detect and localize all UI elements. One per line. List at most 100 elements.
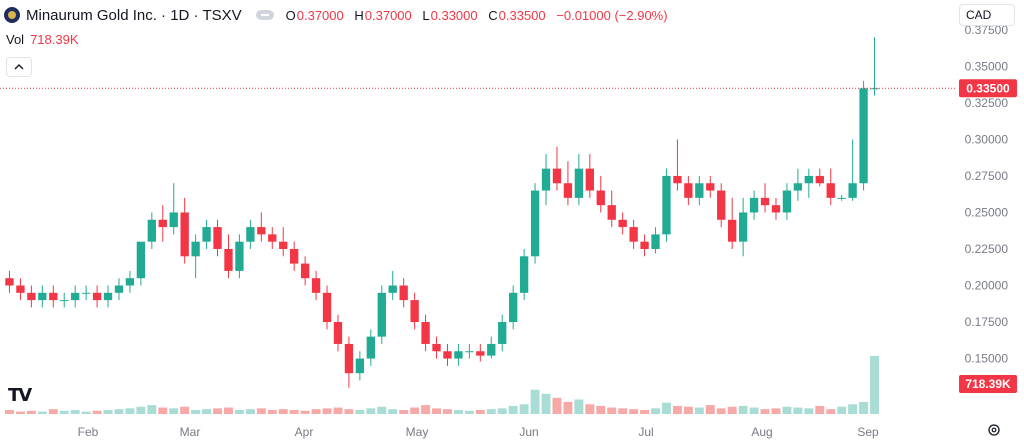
candle-body <box>322 292 332 323</box>
volume-bar <box>486 409 496 414</box>
candle <box>213 219 222 257</box>
volume-bar <box>311 409 321 414</box>
candle <box>344 336 354 388</box>
candle <box>49 285 58 308</box>
volume-bar <box>607 407 617 414</box>
candle-body <box>333 322 343 344</box>
volume-bars <box>5 356 879 414</box>
candle-body <box>71 292 80 301</box>
volume-bar <box>432 408 441 414</box>
candle-body <box>596 190 605 206</box>
volume-bar <box>377 406 387 414</box>
candle <box>169 183 178 235</box>
volume-bar <box>453 409 463 414</box>
candle-body <box>246 227 255 242</box>
volume-bar <box>48 409 58 414</box>
volume-bar <box>826 409 836 414</box>
candle-body <box>662 175 671 235</box>
volume-bar <box>815 405 825 414</box>
volume-bar <box>322 408 332 414</box>
candle <box>870 37 879 96</box>
y-tick-label: 0.25000 <box>965 205 1009 219</box>
candle <box>629 219 638 249</box>
volume-bar <box>771 408 781 414</box>
volume-bar <box>59 410 69 414</box>
candle-body <box>191 241 200 257</box>
volume-bar <box>618 408 628 414</box>
candle-body <box>509 292 518 323</box>
candle <box>38 285 47 308</box>
candle-body <box>738 212 748 242</box>
candle <box>300 256 310 286</box>
volume-bar <box>344 409 354 414</box>
candle <box>826 168 835 206</box>
volume-bar <box>870 356 879 414</box>
candle <box>804 168 813 198</box>
x-tick-label: Jul <box>638 425 653 439</box>
candle <box>246 219 255 249</box>
volume-bar <box>180 406 190 414</box>
candle <box>837 194 846 201</box>
candle <box>257 212 266 242</box>
volume-bar <box>191 409 201 414</box>
candle <box>60 292 69 308</box>
candle <box>728 197 737 249</box>
candle <box>465 343 474 359</box>
candle-body <box>760 197 770 206</box>
volume-bar <box>256 408 266 414</box>
candle <box>684 175 693 206</box>
y-tick-label: 0.20000 <box>965 279 1009 293</box>
candle <box>71 285 80 308</box>
x-axis: Feb Mar Apr May Jun Jul Aug Sep <box>78 425 879 439</box>
volume-bar <box>388 409 398 414</box>
gear-icon[interactable] <box>986 422 1002 438</box>
candle-body <box>443 351 452 359</box>
candle-body <box>202 227 211 242</box>
candle-body <box>454 351 463 359</box>
volume-bar <box>125 408 135 414</box>
candle <box>695 175 704 206</box>
x-tick-label: Aug <box>751 425 772 439</box>
candle <box>563 161 573 206</box>
y-tick-label: 0.17500 <box>965 315 1009 329</box>
candle-body <box>169 212 178 228</box>
candle-body <box>103 292 113 301</box>
volume-bar <box>136 406 146 414</box>
candle-body <box>147 219 156 242</box>
volume-bar <box>213 408 222 414</box>
candle-body <box>224 248 233 271</box>
candle <box>673 139 682 191</box>
x-tick-label: Mar <box>180 425 201 439</box>
candle-body <box>257 227 266 235</box>
volume-bar <box>705 405 715 414</box>
volume-bar <box>508 405 518 414</box>
candle <box>92 285 102 308</box>
candle-body <box>465 351 474 353</box>
candle-body <box>498 322 507 344</box>
candle-body <box>125 278 135 286</box>
y-tick-label: 0.15000 <box>965 352 1009 366</box>
symbol-title[interactable]: Minaurum Gold Inc. · 1D · TSXV <box>26 6 242 24</box>
volume-bar <box>224 407 233 414</box>
chevron-up-icon[interactable] <box>6 57 32 77</box>
volume-bar <box>683 406 693 414</box>
volume-bar <box>651 408 660 414</box>
volume-bar <box>804 408 814 414</box>
candle <box>5 270 14 293</box>
candle-body <box>158 219 167 228</box>
collapse-pill-icon[interactable] <box>255 10 274 20</box>
volume-bar <box>563 401 573 414</box>
volume-bar <box>629 409 639 414</box>
candle <box>388 270 397 301</box>
volume-bar <box>530 389 540 414</box>
candle <box>16 278 25 301</box>
currency-selector[interactable]: CAD <box>959 4 1015 26</box>
volume-bar <box>596 405 606 414</box>
candle <box>410 292 419 330</box>
candle <box>476 343 485 362</box>
candle <box>607 190 616 228</box>
candle <box>421 314 430 352</box>
candle <box>487 336 496 359</box>
y-tick-label: 0.35000 <box>965 59 1009 73</box>
